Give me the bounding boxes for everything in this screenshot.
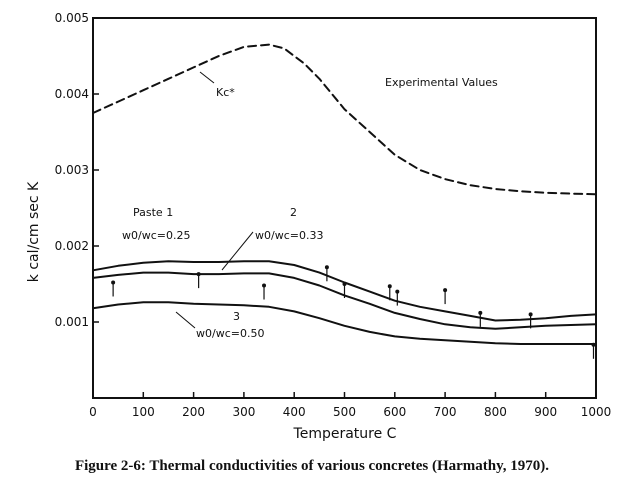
error-bar [591, 342, 596, 359]
error-bar-point [395, 289, 400, 294]
annotation-number-2: 2 [290, 206, 297, 219]
x-axis-title: Temperature C [293, 426, 397, 442]
y-tick-label: 0.005 [55, 11, 89, 25]
leader-kc [199, 71, 215, 84]
y-tick-label: 0.002 [55, 239, 89, 253]
annotation-kc: Kc* [216, 86, 235, 99]
annotation-paste-1: Paste 1 [133, 206, 173, 219]
x-tick-label: 500 [333, 405, 356, 419]
annotation-ratio-2: w0/wc=0.33 [255, 229, 323, 242]
error-bar [387, 284, 392, 301]
annotation-ratio-1: w0/wc=0.25 [122, 229, 190, 242]
annotation-number-3: 3 [233, 310, 240, 323]
error-bars [111, 265, 596, 359]
tick-labels: 0 100 200 300 400 500 600 700 800 900 1000 0.001 0.0… [55, 11, 612, 419]
error-bar-point [324, 265, 329, 270]
error-bar [111, 280, 116, 297]
y-tick-label: 0.003 [55, 163, 89, 177]
error-bar-point [591, 342, 596, 347]
error-bar-point [443, 288, 448, 293]
x-tick-label: 0 [89, 405, 97, 419]
thermal-conductivity-chart: 0 100 200 300 400 500 600 700 800 900 1000 0.001 0.0… [26, 11, 612, 442]
error-bar [342, 282, 347, 298]
series-line-kc [92, 43, 597, 196]
axis-ticks [92, 17, 597, 398]
y-tick-label: 0.001 [55, 315, 89, 329]
error-bar-point [387, 284, 392, 289]
y-tick-label: 0.004 [55, 87, 89, 101]
error-bar-point [342, 282, 347, 286]
error-bar-point [111, 280, 116, 285]
error-bar-point [528, 312, 533, 317]
error-bar [395, 289, 400, 306]
error-bar [324, 265, 329, 282]
error-bar [478, 310, 483, 327]
leader-3 [175, 311, 196, 329]
error-bar-point [478, 310, 483, 315]
x-tick-label: 600 [383, 405, 406, 419]
error-bar [196, 272, 201, 289]
x-tick-label: 100 [132, 405, 155, 419]
annotation-ratio-3: w0/wc=0.50 [196, 327, 264, 340]
x-tick-label: 1000 [581, 405, 612, 419]
error-bar [443, 288, 448, 305]
x-tick-label: 700 [434, 405, 457, 419]
x-tick-label: 900 [534, 405, 557, 419]
x-tick-label: 400 [283, 405, 306, 419]
series-line-3 [92, 301, 597, 345]
error-bar [262, 283, 267, 300]
error-bar-point [196, 272, 201, 277]
leader-2 [221, 231, 254, 271]
annotation-experimental-values: Experimental Values [385, 76, 498, 89]
x-tick-label: 800 [484, 405, 507, 419]
error-bar-point [262, 283, 267, 288]
error-bar [528, 312, 533, 329]
figure-caption: Figure 2-6: Thermal conductivities of va… [74, 458, 550, 474]
x-tick-label: 200 [182, 405, 205, 419]
series-lines [92, 43, 597, 345]
y-axis-title: k cal/cm sec K [26, 181, 42, 282]
x-tick-label: 300 [232, 405, 255, 419]
